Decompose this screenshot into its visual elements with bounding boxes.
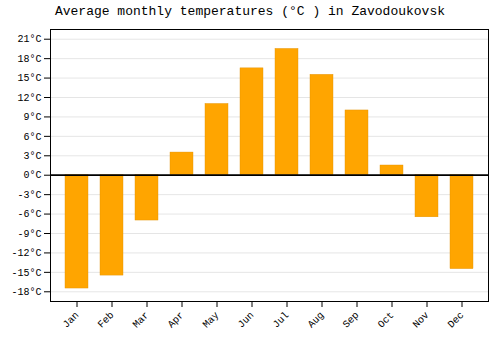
svg-text:-6°C: -6°C — [17, 209, 41, 220]
svg-text:May: May — [201, 310, 222, 331]
svg-text:0°C: 0°C — [23, 170, 41, 181]
svg-text:Aug: Aug — [306, 310, 327, 331]
svg-text:-9°C: -9°C — [17, 229, 41, 240]
svg-text:Nov: Nov — [411, 310, 432, 331]
svg-text:6°C: 6°C — [23, 132, 41, 143]
svg-text:Apr: Apr — [166, 310, 187, 331]
svg-text:3°C: 3°C — [23, 151, 41, 162]
svg-text:-15°C: -15°C — [11, 268, 41, 279]
svg-text:9°C: 9°C — [23, 112, 41, 123]
svg-text:Jan: Jan — [61, 310, 82, 331]
svg-text:Feb: Feb — [96, 310, 117, 331]
html-text:Average monthly temperatures (: Average monthly temperatures (°C ) in Za… — [55, 4, 445, 19]
svg-text:-12°C: -12°C — [11, 248, 41, 259]
svg-text:Jul: Jul — [271, 310, 292, 331]
svg-text:-18°C: -18°C — [11, 287, 41, 298]
svg-text:Oct: Oct — [376, 310, 397, 331]
svg-text:Mar: Mar — [131, 310, 152, 331]
svg-text:Dec: Dec — [446, 310, 467, 331]
svg-text:Jun: Jun — [236, 310, 257, 331]
svg-text:12°C: 12°C — [17, 93, 41, 104]
svg-text:21°C: 21°C — [17, 34, 41, 45]
svg-text:-3°C: -3°C — [17, 190, 41, 201]
svg-text:Sep: Sep — [341, 310, 362, 331]
svg-text:18°C: 18°C — [17, 54, 41, 65]
svg-text:15°C: 15°C — [17, 73, 41, 84]
